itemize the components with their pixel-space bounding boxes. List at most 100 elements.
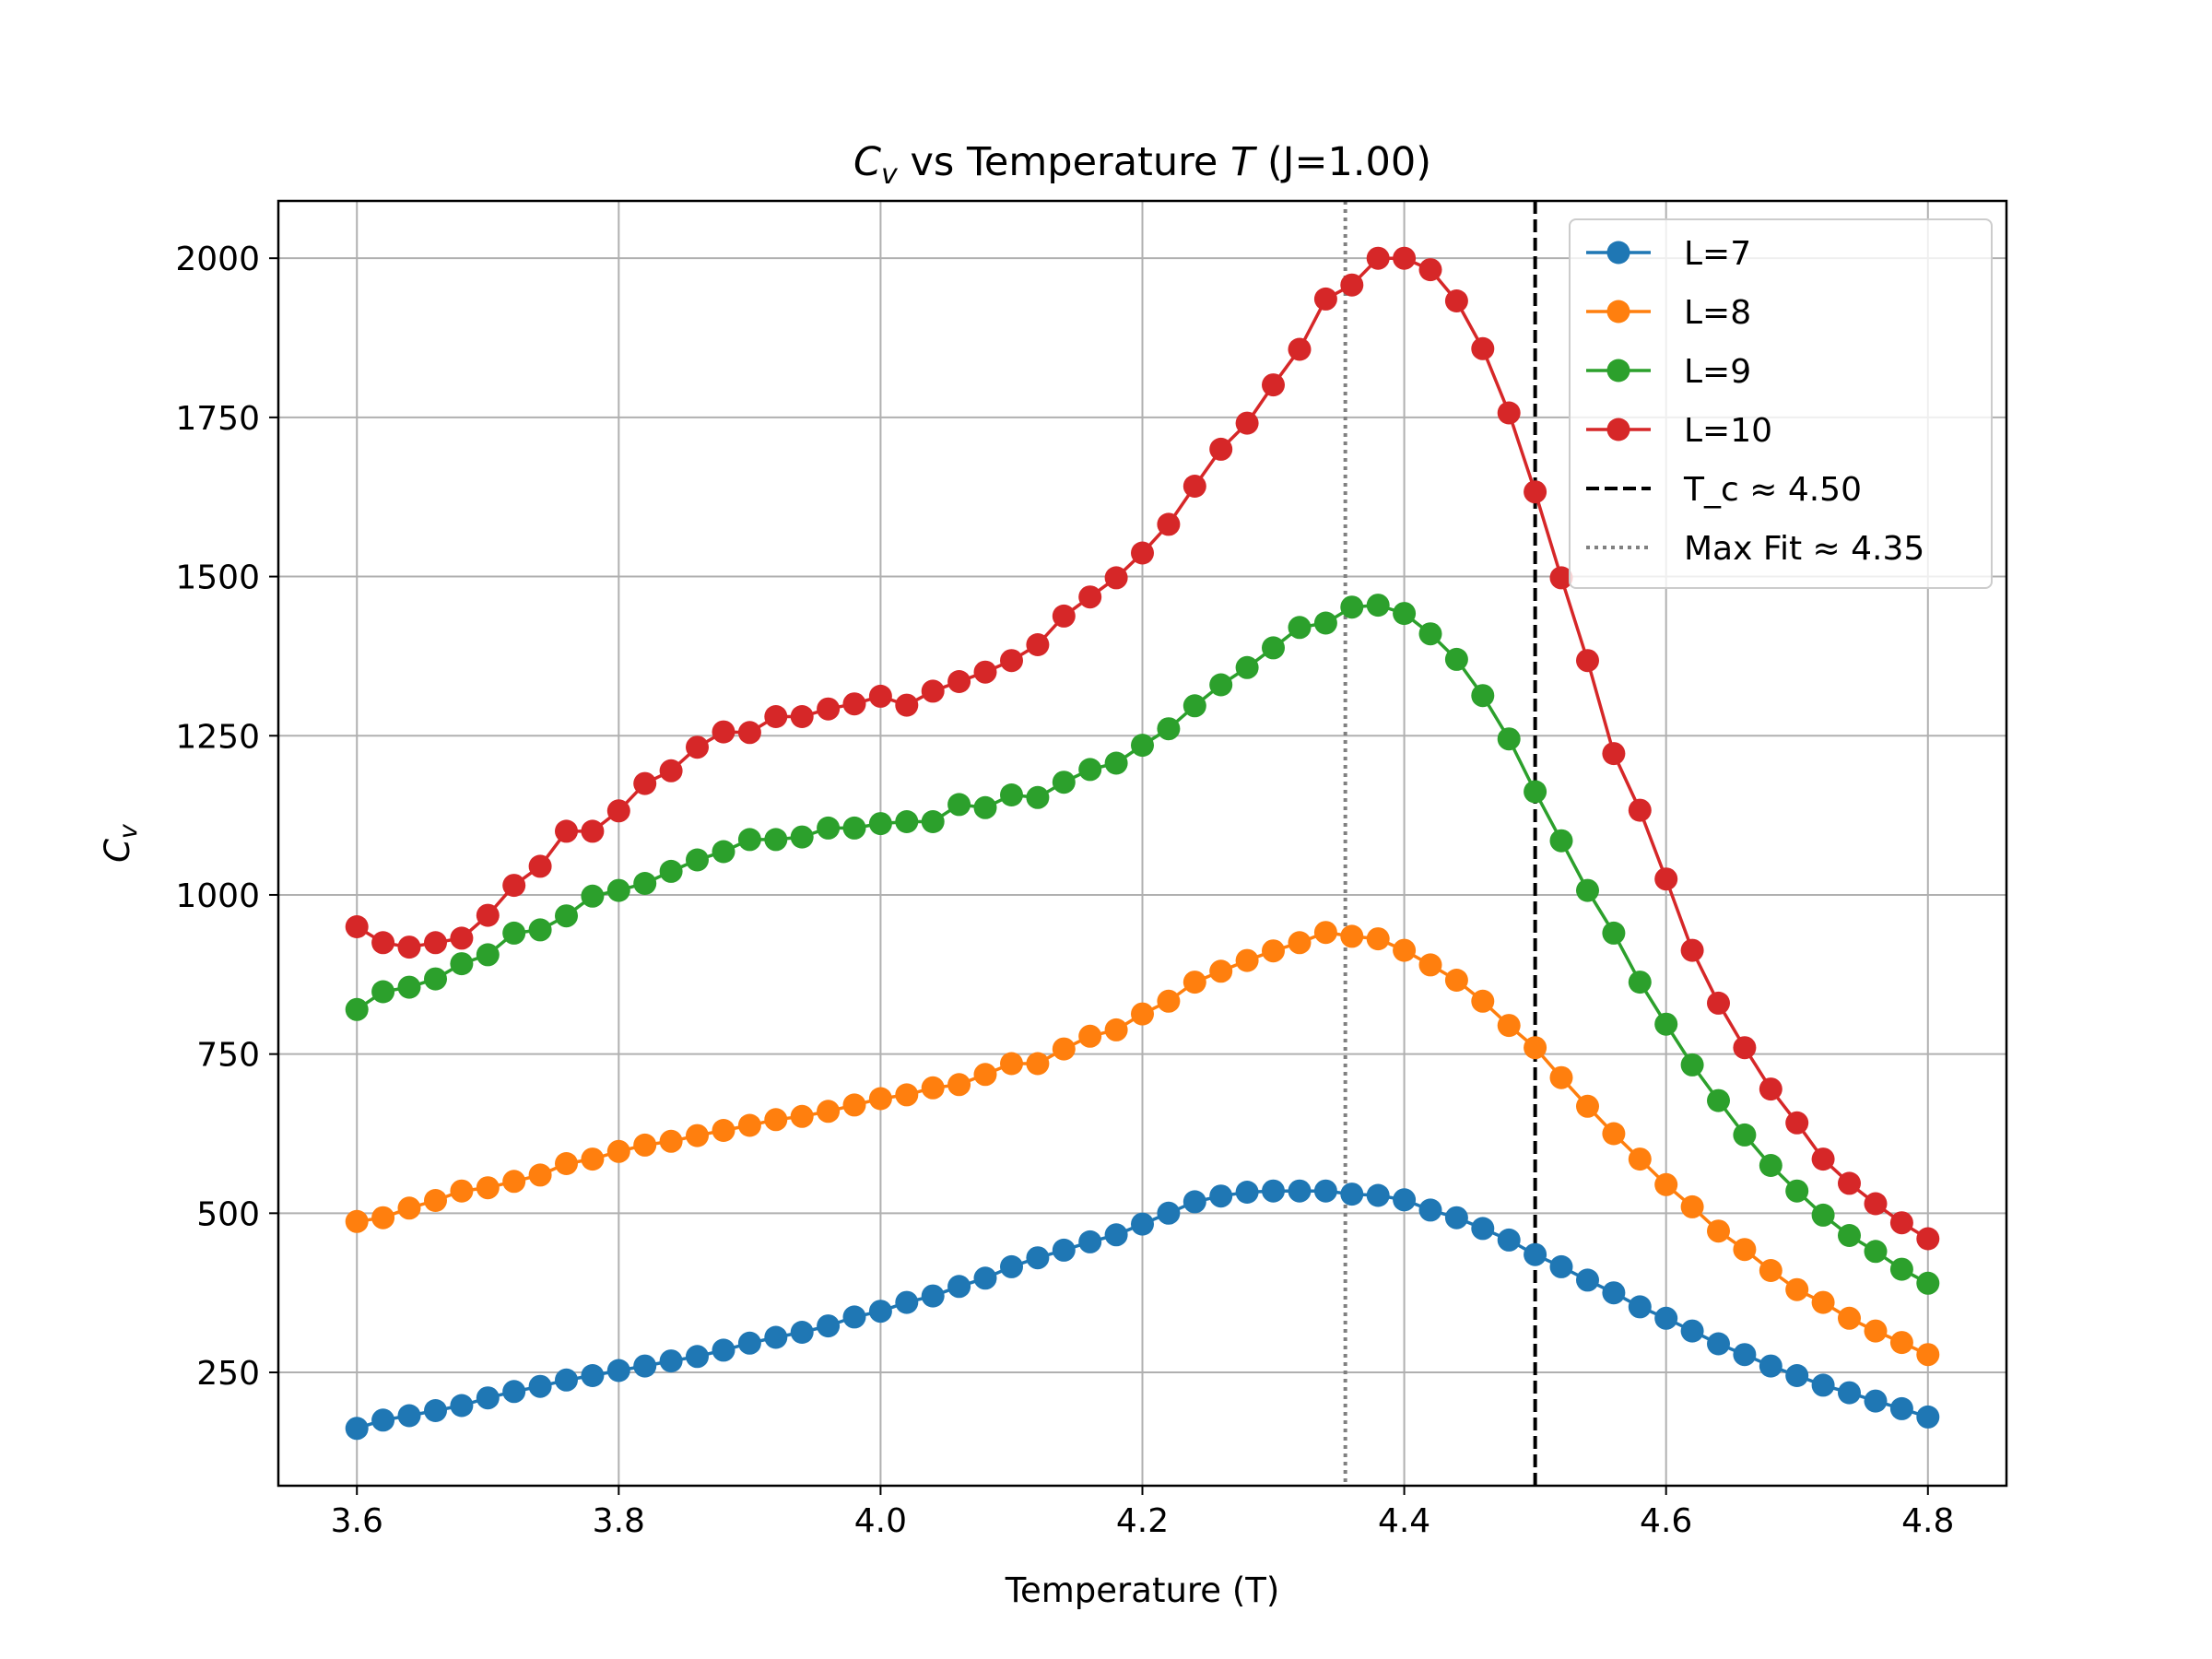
data-point <box>424 1189 447 1212</box>
data-point <box>1471 336 1495 360</box>
data-point <box>1628 1295 1652 1319</box>
data-point <box>528 854 552 878</box>
legend-label: L=10 <box>1684 412 1772 450</box>
data-point <box>450 952 474 976</box>
data-point <box>1524 1242 1547 1266</box>
data-point <box>555 904 578 928</box>
data-point <box>1680 1319 1704 1343</box>
data-point <box>1313 1179 1337 1203</box>
data-point <box>1471 1217 1495 1241</box>
data-point <box>1131 1212 1154 1236</box>
data-point <box>397 1196 421 1220</box>
data-point <box>1759 1354 1783 1378</box>
legend-entry: L=8 <box>1586 294 1751 332</box>
data-point <box>973 1266 997 1290</box>
data-point <box>1471 684 1495 708</box>
data-point <box>1052 771 1076 794</box>
data-point <box>1838 1224 1861 1247</box>
data-point <box>1889 1257 1913 1281</box>
data-point <box>659 1349 683 1373</box>
data-point <box>895 693 919 717</box>
data-point <box>1393 1188 1417 1212</box>
data-point <box>1104 566 1128 590</box>
data-point <box>790 705 814 728</box>
data-point <box>737 1113 761 1137</box>
data-point <box>345 915 369 938</box>
data-point <box>712 720 735 744</box>
data-point <box>1680 1194 1704 1218</box>
data-point <box>1340 1182 1364 1206</box>
data-point <box>1366 246 1390 270</box>
y-tick-label: 1750 <box>175 400 260 438</box>
data-point <box>1052 1037 1076 1061</box>
data-point <box>790 1321 814 1344</box>
y-tick-label: 750 <box>196 1037 260 1075</box>
data-point <box>633 1133 657 1157</box>
data-point <box>659 759 683 782</box>
data-point <box>737 721 761 745</box>
data-point <box>764 1108 788 1132</box>
data-point <box>1157 512 1181 536</box>
data-point <box>1497 1014 1521 1038</box>
data-point <box>1052 604 1076 628</box>
data-point <box>1366 594 1390 618</box>
legend-entry: L=10 <box>1586 412 1772 450</box>
data-point <box>868 1300 892 1324</box>
data-point <box>606 878 630 902</box>
data-point <box>476 1386 500 1410</box>
data-point <box>1576 1268 1599 1292</box>
data-point <box>1628 971 1652 994</box>
data-point <box>1916 1405 1940 1429</box>
data-point <box>1707 1332 1730 1356</box>
y-tick-label: 1000 <box>175 877 260 915</box>
data-point <box>1418 1198 1442 1222</box>
data-point <box>1628 798 1652 822</box>
data-point <box>1759 1154 1783 1177</box>
data-point <box>1628 1147 1652 1171</box>
data-point <box>1288 337 1312 361</box>
data-point <box>1759 1259 1783 1282</box>
data-point <box>1078 758 1102 782</box>
data-point <box>737 1331 761 1355</box>
data-point <box>606 799 630 823</box>
data-point <box>1549 1065 1573 1089</box>
data-point <box>842 1305 866 1329</box>
data-point <box>1916 1227 1940 1251</box>
data-point <box>1262 636 1285 660</box>
data-point <box>633 872 657 895</box>
data-point <box>1313 287 1337 311</box>
data-point <box>1733 1036 1757 1060</box>
data-point <box>1026 1052 1050 1076</box>
data-point <box>1497 727 1521 751</box>
data-point <box>1707 991 1730 1015</box>
data-point <box>1549 1254 1573 1278</box>
data-point <box>1811 1147 1835 1171</box>
data-point <box>921 1076 945 1100</box>
data-point <box>450 1394 474 1418</box>
data-point <box>1262 939 1285 963</box>
data-point <box>1785 1277 1809 1301</box>
data-point <box>1000 649 1023 673</box>
data-point <box>947 793 971 817</box>
data-point <box>555 1152 578 1175</box>
data-point <box>842 1093 866 1117</box>
data-point <box>1182 475 1206 498</box>
data-point <box>686 735 709 759</box>
legend-label: L=9 <box>1684 353 1751 391</box>
data-point <box>1104 1018 1128 1041</box>
data-point <box>345 1417 369 1441</box>
data-point <box>1576 878 1599 902</box>
data-point <box>1524 1036 1547 1060</box>
data-point <box>633 1354 657 1378</box>
legend-box <box>1569 218 1993 589</box>
legend-entry: Max Fit ≈ 4.35 <box>1586 530 1924 568</box>
data-point <box>1078 1024 1102 1048</box>
legend-label: L=7 <box>1684 235 1751 273</box>
data-point <box>555 819 578 843</box>
data-point <box>1785 1111 1809 1135</box>
data-point <box>712 1119 735 1142</box>
data-point <box>1602 1281 1626 1305</box>
data-point <box>1262 373 1285 397</box>
data-point <box>686 1124 709 1147</box>
data-point <box>1340 595 1364 619</box>
